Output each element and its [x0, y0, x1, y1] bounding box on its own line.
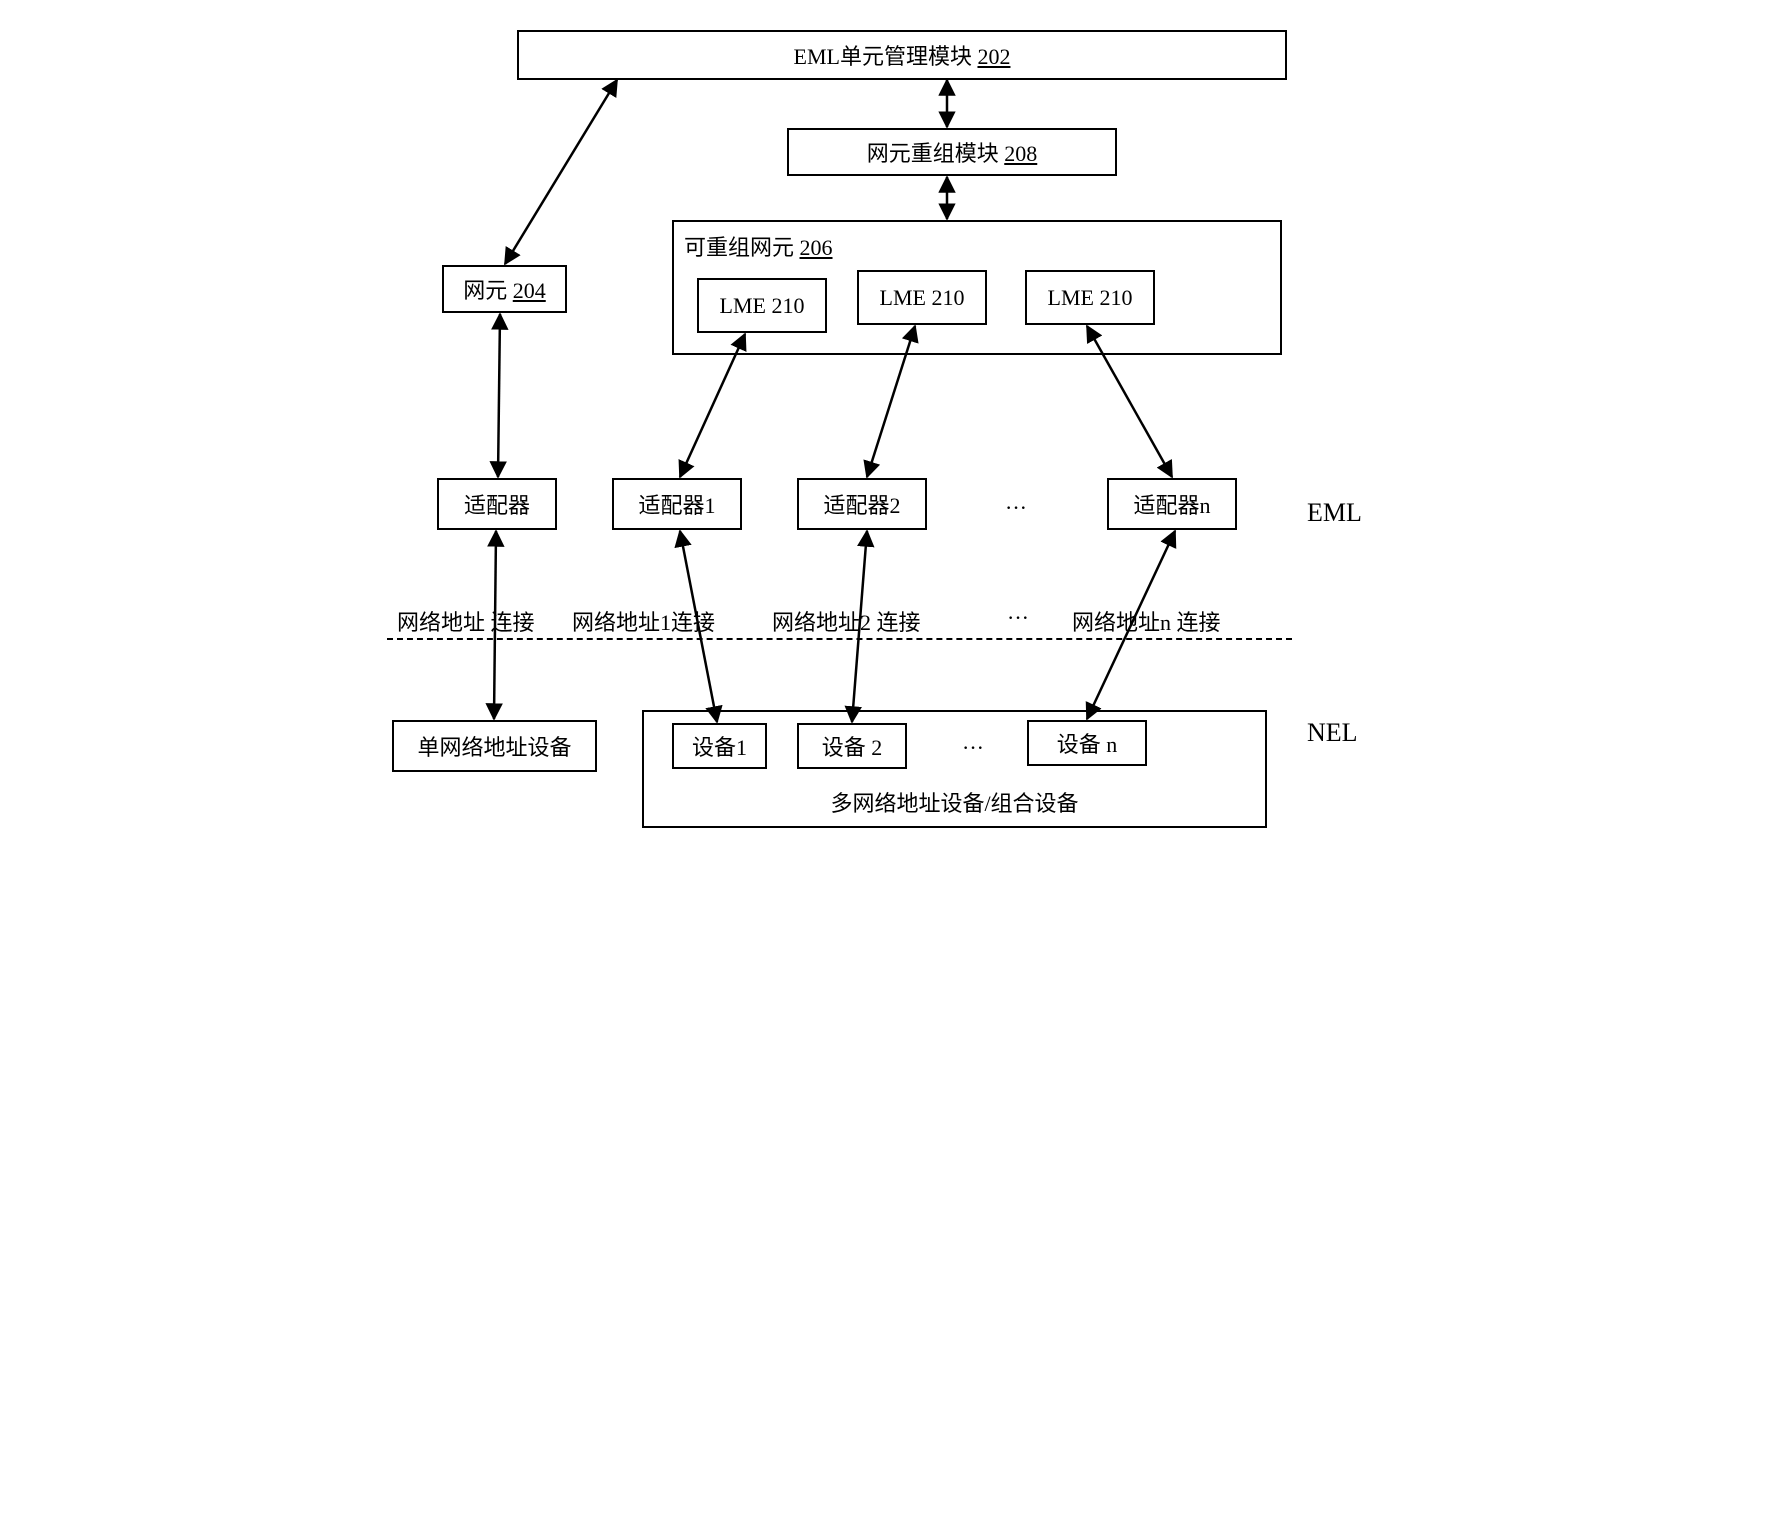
dots-2: ··· [1007, 605, 1029, 631]
connection-label-2: 网络地址2 连接 [772, 605, 921, 637]
ne-reorg-module-box: 网元重组模块 208 [787, 128, 1117, 176]
eml-side-label: EML [1307, 498, 1362, 528]
device-box-n: 设备 n [1027, 720, 1147, 766]
dots-1: ··· [1005, 495, 1027, 521]
ne-reorg-label: 网元重组模块 [867, 141, 1005, 166]
adapter-box-1: 适配器1 [612, 478, 742, 530]
connection-label-1: 网络地址1连接 [572, 605, 715, 637]
multi-dev-label: 多网络地址设备/组合设备 [830, 791, 1078, 816]
reorg-ne-num: 206 [800, 235, 833, 260]
lme-box-3: LME 210 [1025, 270, 1155, 325]
connection-label-0: 网络地址 连接 [397, 605, 535, 637]
eml-management-module-box: EML单元管理模块 202 [517, 30, 1287, 80]
adapter-box-2: 适配器2 [797, 478, 927, 530]
eml-management-num: 202 [977, 44, 1010, 69]
network-element-box: 网元 204 [442, 265, 567, 313]
reorg-ne-label: 可重组网元 [684, 235, 800, 260]
device-box-2: 设备 2 [797, 723, 907, 769]
nel-side-label: NEL [1307, 718, 1358, 748]
adapter-box-0: 适配器 [437, 478, 557, 530]
lme-box-2: LME 210 [857, 270, 987, 325]
eml-management-label: EML单元管理模块 [794, 44, 978, 69]
single-address-device-box: 单网络地址设备 [392, 720, 597, 772]
ne-reorg-num: 208 [1004, 141, 1037, 166]
device-box-1: 设备1 [672, 723, 767, 769]
adapter-box-n: 适配器n [1107, 478, 1237, 530]
lme-box-1: LME 210 [697, 278, 827, 333]
eml-nel-separator [387, 638, 1292, 640]
ne-num: 204 [513, 278, 546, 303]
ne-label: 网元 [463, 278, 513, 303]
connection-label-n: 网络地址n 连接 [1072, 605, 1221, 637]
dots-3: ··· [962, 735, 984, 761]
